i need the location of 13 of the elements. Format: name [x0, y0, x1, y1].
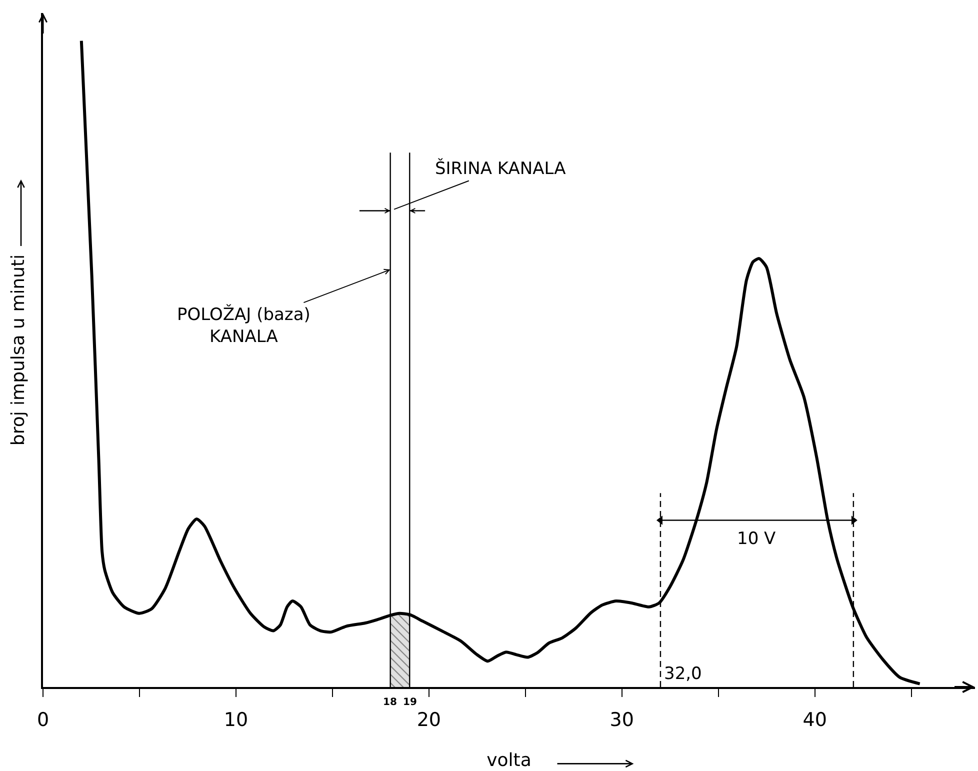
x-tick-label: 0: [36, 708, 50, 731]
y-axis-title: broj impulsa u minuti: [8, 254, 29, 446]
annotation: 18: [383, 697, 397, 708]
annotation: POLOŽAJ (baza) KANALA: [177, 304, 310, 348]
x-tick-label: 20: [416, 708, 442, 731]
x-tick-label: 30: [610, 708, 634, 731]
x-axis-title: volta: [486, 750, 532, 771]
x-tick-label: 10: [224, 708, 248, 731]
annotation: ŠIRINA KANALA: [435, 158, 566, 179]
annotation: 10 V: [737, 529, 776, 549]
annotation: 32,0: [664, 664, 702, 684]
annotation: 19: [403, 697, 417, 708]
x-tick-label: 40: [802, 708, 827, 731]
